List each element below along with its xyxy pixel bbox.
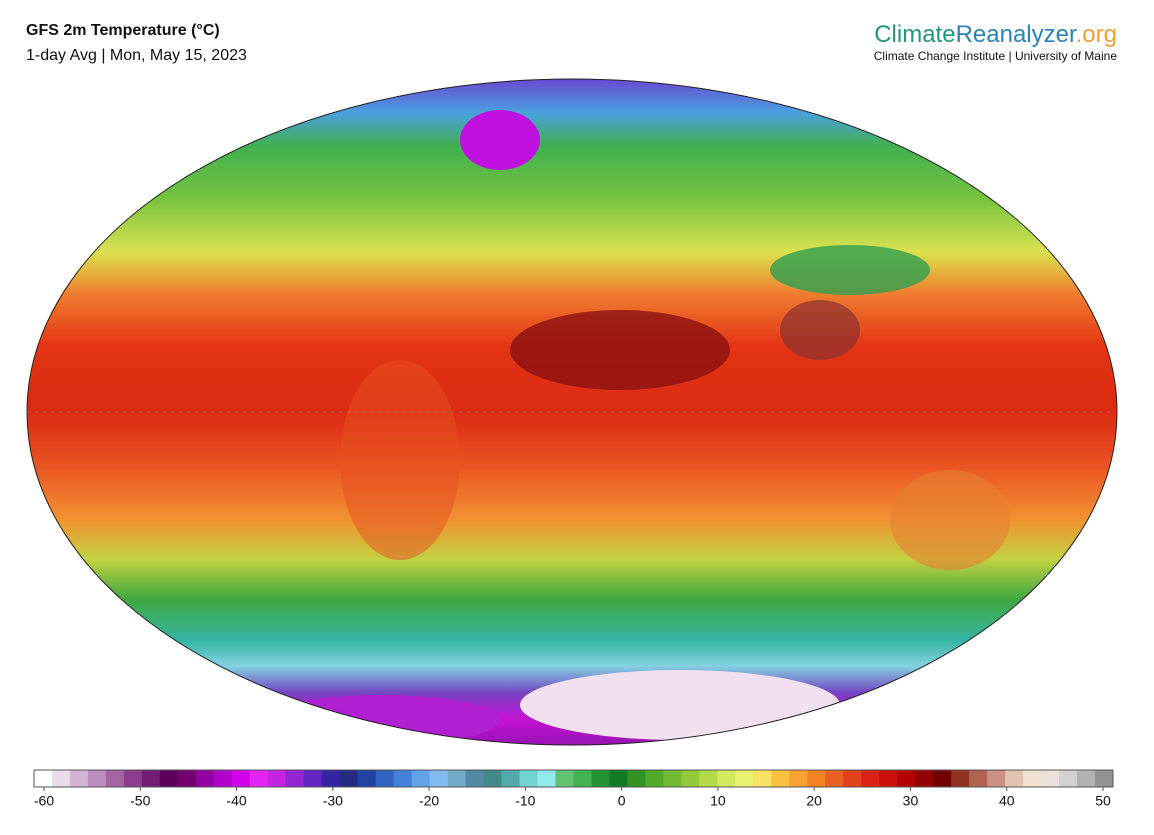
color-step — [753, 770, 772, 787]
color-step — [987, 770, 1006, 787]
color-step — [645, 770, 664, 787]
color-step — [915, 770, 934, 787]
color-step — [771, 770, 790, 787]
tick-label: 50 — [1095, 793, 1111, 809]
color-step — [375, 770, 395, 787]
tick-label: -10 — [515, 793, 535, 809]
color-step — [321, 770, 341, 787]
tick-label: 0 — [618, 793, 626, 809]
color-step — [393, 770, 413, 787]
tick-label: 10 — [710, 793, 726, 809]
color-step — [69, 770, 89, 787]
color-step — [501, 770, 521, 787]
colorbar: -60 -50 -40 -30 -20 -10 0 10 20 30 40 50 — [34, 770, 1114, 809]
color-step — [411, 770, 431, 787]
color-step — [933, 770, 952, 787]
tick-label: -30 — [323, 793, 343, 809]
color-step — [87, 770, 107, 787]
title: GFS 2m Temperature (°C) — [26, 22, 220, 39]
color-step — [1005, 770, 1024, 787]
brand-part: Climate — [874, 21, 955, 48]
color-step — [573, 770, 592, 787]
color-step — [285, 770, 305, 787]
brand-part: Reanalyzer — [956, 21, 1077, 48]
color-step — [249, 770, 269, 787]
color-step — [1041, 770, 1060, 787]
tick-label: -40 — [226, 793, 246, 809]
brand: ClimateReanalyzer.org — [874, 21, 1117, 48]
tick-label: -20 — [419, 793, 439, 809]
brand-part: .org — [1076, 21, 1117, 48]
color-step — [591, 770, 610, 787]
color-step — [555, 770, 574, 787]
color-step — [303, 770, 323, 787]
color-step — [465, 770, 485, 787]
colorbar-frame — [33, 769, 1114, 788]
color-step — [519, 770, 539, 787]
color-step — [51, 770, 71, 787]
color-step — [1023, 770, 1042, 787]
color-step — [681, 770, 700, 787]
color-step — [627, 770, 646, 787]
color-step — [159, 770, 179, 787]
color-step — [825, 770, 844, 787]
color-step — [717, 770, 736, 787]
color-step — [213, 770, 233, 787]
color-step — [123, 770, 143, 787]
color-step — [447, 770, 467, 787]
color-step — [879, 770, 898, 787]
tick-label: 20 — [806, 793, 822, 809]
color-step — [357, 770, 377, 787]
color-step — [231, 770, 251, 787]
color-step — [105, 770, 125, 787]
color-step — [429, 770, 449, 787]
color-step — [195, 770, 215, 787]
subtitle: 1-day Avg | Mon, May 15, 2023 — [26, 47, 247, 64]
color-step — [141, 770, 161, 787]
color-step — [663, 770, 682, 787]
color-step — [609, 770, 628, 787]
color-step — [483, 770, 503, 787]
tick-label: 30 — [903, 793, 919, 809]
color-step — [699, 770, 718, 787]
tick-label: -60 — [34, 793, 54, 809]
color-step — [177, 770, 197, 787]
color-step — [1077, 770, 1096, 787]
color-step — [537, 770, 557, 787]
map — [27, 79, 1117, 745]
color-step — [897, 770, 916, 787]
tick-label: 40 — [999, 793, 1015, 809]
tick-label: -50 — [130, 793, 150, 809]
color-step — [807, 770, 826, 787]
color-step — [339, 770, 359, 787]
color-step — [1095, 770, 1114, 787]
color-step — [789, 770, 808, 787]
color-step — [843, 770, 862, 787]
color-step — [1059, 770, 1078, 787]
color-step — [735, 770, 754, 787]
brand-subtitle: Climate Change Institute | University of… — [874, 49, 1118, 63]
color-step — [969, 770, 988, 787]
color-step — [34, 770, 53, 787]
color-step — [951, 770, 970, 787]
color-step — [861, 770, 880, 787]
color-step — [267, 770, 287, 787]
